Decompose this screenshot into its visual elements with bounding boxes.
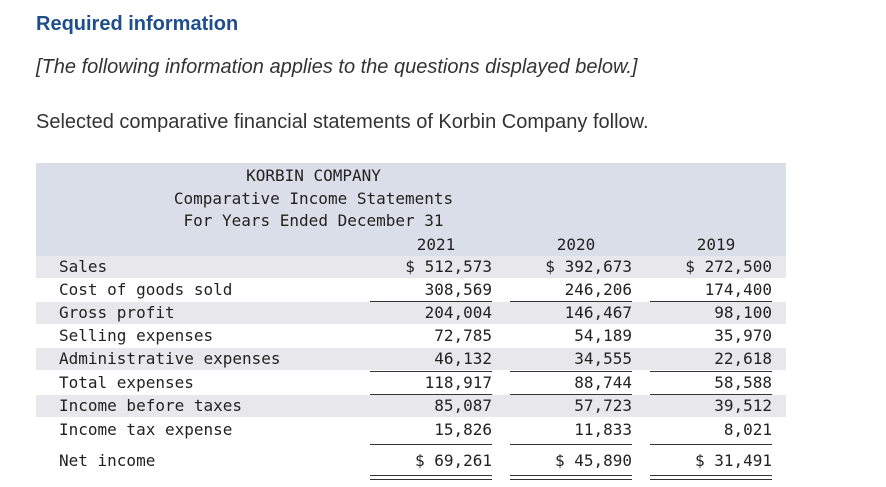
value-2021: 118,917 — [424, 373, 492, 392]
table-row-total-expenses: Total expenses 118,917 88,744 58,588 — [36, 372, 786, 394]
value-2020: 246,206 — [564, 280, 632, 299]
year-header-2019: 2019 — [696, 235, 736, 254]
table-row-income-tax-expense: Income tax expense 15,826 11,833 8,021 — [36, 419, 786, 441]
table-row-gross-profit: Gross profit 204,004 146,467 98,100 — [36, 302, 786, 324]
subtotal-rule — [370, 371, 492, 372]
row-label: Income before taxes — [59, 396, 243, 415]
value-2020: 57,723 — [574, 396, 632, 415]
subtotal-rule — [370, 394, 492, 395]
value-2021: 46,132 — [434, 349, 492, 368]
value-2020: 54,189 — [574, 326, 632, 345]
subtotal-rule — [650, 371, 772, 372]
value-2019: 8,021 — [723, 420, 772, 439]
value-2021: $ 512,573 — [405, 257, 492, 276]
value-2019: 58,588 — [714, 373, 772, 392]
table-row-administrative-expenses: Administrative expenses 46,132 34,555 22… — [36, 348, 786, 370]
value-2020: 34,555 — [574, 349, 632, 368]
statement-period: For Years Ended December 31 — [183, 211, 444, 230]
row-label: Net income — [59, 451, 156, 470]
row-label: Cost of goods sold — [59, 280, 233, 299]
value-2021: 72,785 — [434, 326, 492, 345]
applies-note: [The following information applies to th… — [36, 56, 638, 78]
statement-title: Comparative Income Statements — [173, 189, 454, 208]
row-label: Sales — [59, 257, 108, 276]
table-row-net-income: Net income $ 69,261 $ 45,890 $ 31,491 — [36, 450, 786, 472]
table-row-sales: Sales $ 512,573 $ 392,673 $ 272,500 — [36, 256, 786, 278]
value-2019: 22,618 — [714, 349, 772, 368]
row-label: Total expenses — [59, 373, 194, 392]
value-2020: 88,744 — [574, 373, 632, 392]
value-2021: $ 69,261 — [414, 451, 492, 470]
value-2019: 174,400 — [704, 280, 772, 299]
subtotal-rule — [650, 394, 772, 395]
table-row-cogs: Cost of goods sold 308,569 246,206 174,4… — [36, 279, 786, 301]
value-2019: $ 272,500 — [685, 257, 772, 276]
value-2020: $ 392,673 — [545, 257, 632, 276]
subtotal-rule — [370, 444, 492, 445]
value-2020: 146,467 — [564, 303, 632, 322]
statement-header: KORBIN COMPANY Comparative Income Statem… — [36, 163, 786, 257]
row-label: Selling expenses — [59, 326, 214, 345]
row-label: Income tax expense — [59, 420, 233, 439]
value-2020: 11,833 — [574, 420, 632, 439]
subtotal-rule — [510, 444, 632, 445]
year-header-2020: 2020 — [556, 235, 596, 254]
total-double-rule — [650, 475, 772, 480]
value-2021: 85,087 — [434, 396, 492, 415]
income-statement-table: KORBIN COMPANY Comparative Income Statem… — [36, 163, 786, 480]
subtotal-rule — [650, 444, 772, 445]
value-2021: 204,004 — [424, 303, 492, 322]
value-2019: 35,970 — [714, 326, 772, 345]
total-double-rule — [510, 475, 632, 480]
year-header-2021: 2021 — [416, 235, 456, 254]
required-information-heading: Required information — [36, 13, 239, 35]
subtotal-rule — [510, 371, 632, 372]
total-double-rule — [370, 475, 492, 480]
subtotal-rule — [510, 394, 632, 395]
value-2019: $ 31,491 — [694, 451, 772, 470]
table-row-selling-expenses: Selling expenses 72,785 54,189 35,970 — [36, 325, 786, 347]
value-2019: 39,512 — [714, 396, 772, 415]
subtotal-rule — [510, 301, 632, 302]
subtotal-rule — [370, 301, 492, 302]
value-2019: 98,100 — [714, 303, 772, 322]
company-name: KORBIN COMPANY — [246, 166, 381, 185]
row-label: Gross profit — [59, 303, 175, 322]
table-row-income-before-taxes: Income before taxes 85,087 57,723 39,512 — [36, 395, 786, 417]
intro-text: Selected comparative financial statement… — [36, 111, 649, 133]
value-2021: 15,826 — [434, 420, 492, 439]
subtotal-rule — [650, 301, 772, 302]
value-2020: $ 45,890 — [554, 451, 632, 470]
value-2021: 308,569 — [424, 280, 492, 299]
row-label: Administrative expenses — [59, 349, 281, 368]
